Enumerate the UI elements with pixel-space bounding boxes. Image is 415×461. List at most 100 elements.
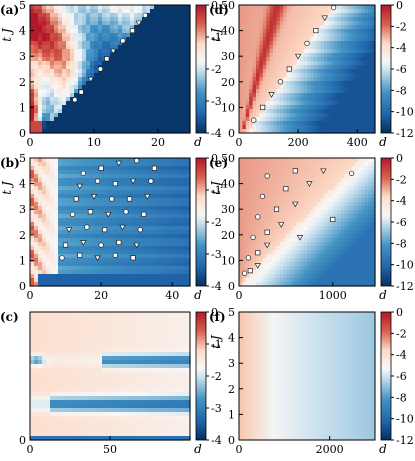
heatmap-cell	[58, 344, 63, 349]
heatmap-cell	[186, 85, 191, 90]
heatmap-cell	[34, 21, 39, 26]
heatmap-cell	[78, 81, 83, 86]
heatmap-cell	[90, 360, 95, 365]
heatmap-cell	[50, 356, 55, 361]
heatmap-cell	[62, 182, 67, 187]
heatmap-cell	[58, 210, 63, 215]
heatmap-cell	[98, 266, 103, 271]
heatmap-cell	[341, 73, 345, 78]
heatmap-cell	[110, 121, 115, 126]
y-tick-label: 0	[19, 434, 26, 447]
heatmap-cell	[324, 5, 328, 10]
heatmap-cell	[94, 400, 99, 405]
heatmap-cell	[245, 5, 250, 10]
heatmap-cell	[98, 408, 103, 413]
heatmap-cell	[98, 262, 103, 267]
heatmap-cell	[178, 400, 183, 405]
heatmap-cell	[162, 69, 167, 74]
heatmap-cell	[54, 368, 59, 373]
marker-square	[73, 196, 79, 202]
heatmap-cell	[46, 312, 51, 317]
heatmap-cell	[158, 380, 163, 385]
heatmap-cell	[86, 316, 91, 321]
heatmap-cell	[269, 13, 274, 18]
heatmap-cell	[50, 174, 55, 179]
heatmap-cell	[138, 29, 143, 34]
marker-circle	[109, 196, 115, 202]
heatmap-cell	[74, 109, 79, 114]
heatmap-cell	[286, 77, 291, 82]
heatmap-cell	[106, 348, 111, 353]
heatmap-cell	[186, 234, 191, 239]
heatmap-cell	[70, 13, 75, 18]
heatmap-cell	[138, 210, 143, 215]
heatmap-cell	[182, 101, 187, 106]
heatmap-cell	[58, 61, 63, 66]
heatmap-cell	[303, 69, 308, 74]
heatmap-cell	[110, 125, 115, 130]
heatmap-cell	[174, 117, 179, 122]
heatmap-cell	[102, 81, 107, 86]
heatmap-cell	[186, 356, 191, 361]
heatmap-cell	[256, 113, 260, 118]
heatmap-cell	[334, 9, 339, 14]
heatmap-cell	[118, 9, 123, 14]
heatmap-cell	[78, 352, 83, 357]
heatmap-cell	[102, 336, 107, 341]
heatmap-cell	[42, 396, 47, 401]
heatmap-cell	[94, 364, 99, 369]
heatmap-cell	[126, 129, 131, 134]
heatmap-cell	[142, 125, 147, 130]
heatmap-cell	[78, 206, 83, 211]
heatmap-cell	[110, 81, 115, 86]
heatmap-cell	[138, 242, 143, 247]
heatmap-cell	[138, 61, 143, 66]
heatmap-cell	[62, 158, 67, 163]
heatmap-cell	[146, 206, 151, 211]
heatmap-cell	[158, 194, 163, 199]
heatmap-cell	[344, 93, 349, 98]
heatmap-cell	[337, 17, 342, 22]
heatmap-cell	[266, 69, 271, 74]
heatmap-cell	[82, 372, 87, 377]
heatmap-cell	[178, 73, 183, 78]
heatmap-cell	[170, 436, 175, 441]
heatmap-cell	[102, 360, 107, 365]
heatmap-cell	[313, 85, 318, 90]
heatmap-cell	[118, 29, 123, 34]
heatmap-cell	[142, 61, 147, 66]
heatmap-cell	[296, 9, 301, 14]
heatmap-cell	[70, 404, 75, 409]
heatmap-cell	[118, 37, 123, 42]
heatmap-cell	[249, 57, 254, 62]
heatmap-cell	[150, 117, 155, 122]
heatmap-cell	[58, 400, 63, 405]
heatmap-cell	[174, 210, 179, 215]
heatmap-cell	[86, 384, 91, 389]
marker-square	[87, 209, 93, 215]
heatmap-cell	[90, 348, 95, 353]
heatmap-cell	[166, 69, 171, 74]
heatmap-cell	[46, 198, 51, 203]
heatmap-cell	[90, 246, 95, 251]
heatmap-cell	[74, 360, 79, 365]
heatmap-cell	[138, 254, 143, 259]
heatmap-cell	[324, 89, 328, 94]
heatmap-cell	[42, 344, 47, 349]
heatmap-cell	[142, 328, 147, 333]
heatmap-cell	[138, 194, 143, 199]
heatmap-cell	[178, 408, 183, 413]
heatmap-cell	[62, 113, 67, 118]
heatmap-cell	[130, 33, 135, 38]
heatmap-cell	[249, 125, 254, 130]
heatmap-cell	[154, 109, 159, 114]
heatmap-cell	[134, 33, 139, 38]
heatmap-cell	[138, 178, 143, 183]
heatmap-cell	[154, 356, 159, 361]
heatmap-cell	[54, 356, 59, 361]
heatmap-cell	[62, 93, 67, 98]
heatmap-cell	[303, 65, 308, 70]
heatmap-cell	[150, 274, 155, 279]
heatmap-cell	[62, 25, 67, 30]
heatmap-cell	[186, 364, 191, 369]
